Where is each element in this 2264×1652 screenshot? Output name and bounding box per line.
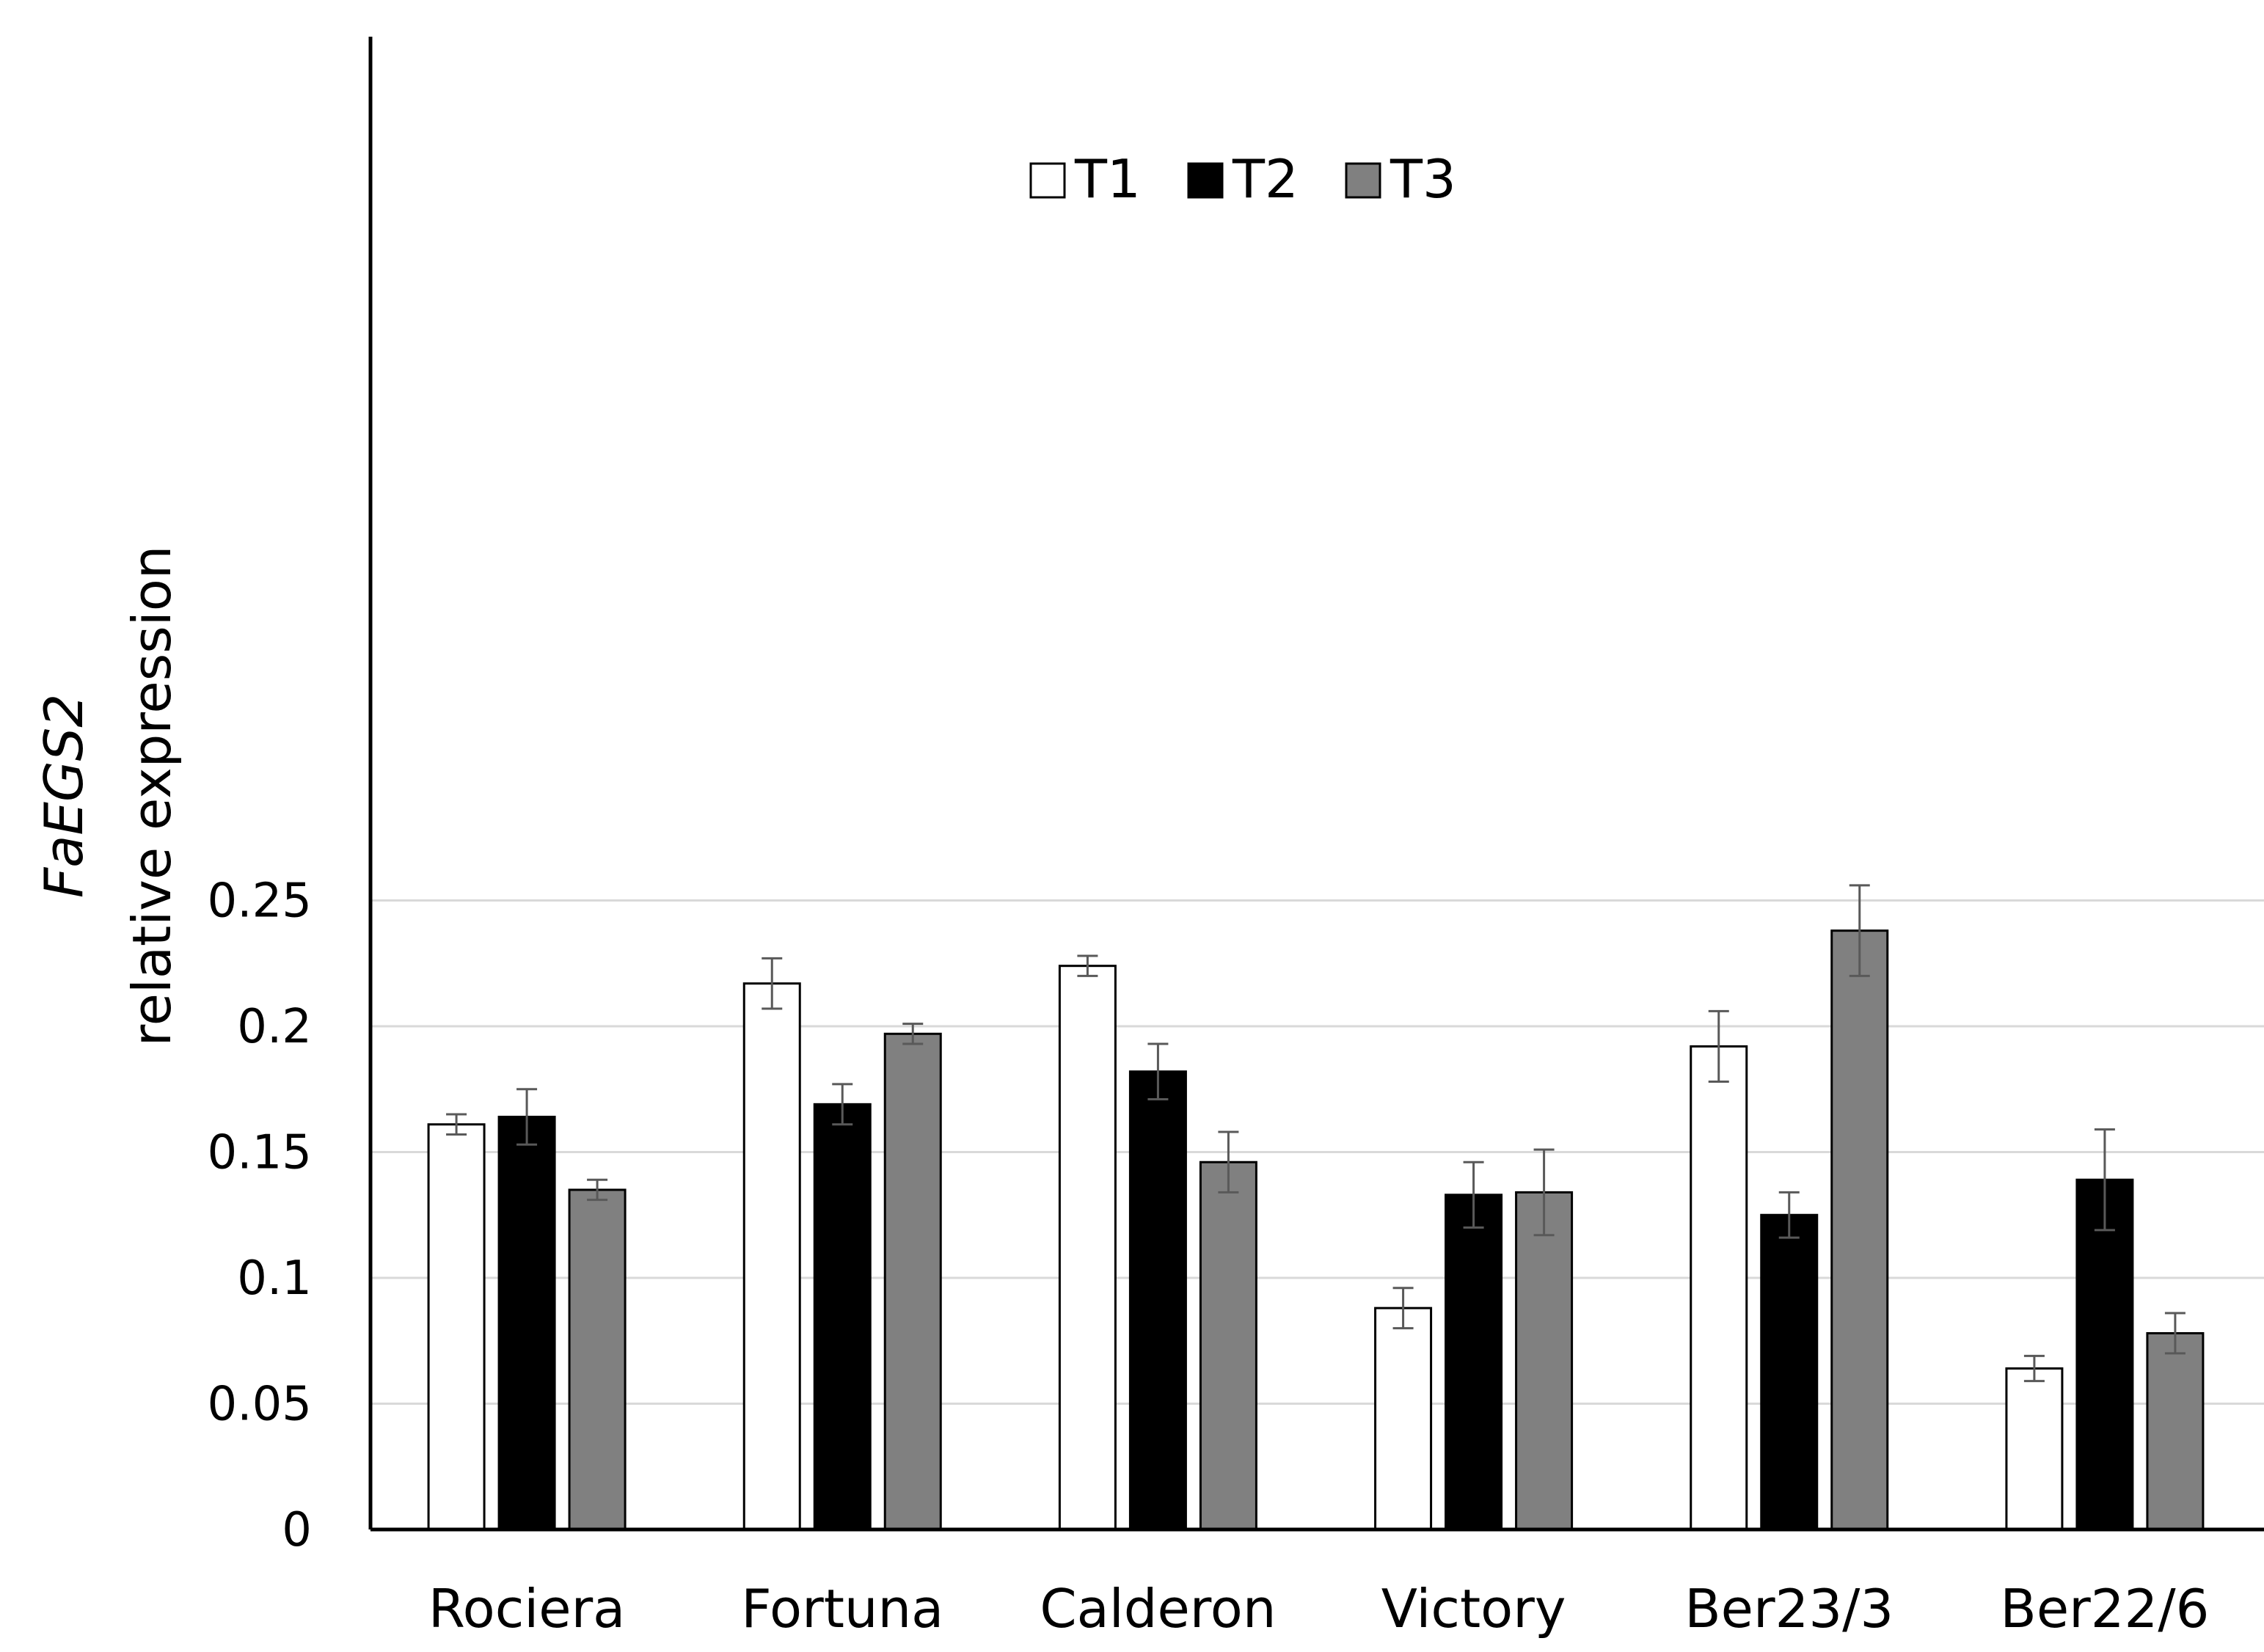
axes xyxy=(368,37,2264,1532)
bar-t2-3 xyxy=(1445,1194,1503,1531)
x-category-label: Victory xyxy=(1381,1578,1566,1640)
y-tick-label: 0.25 xyxy=(208,874,313,929)
bar-t3-3 xyxy=(1515,1191,1574,1531)
bar-t3-1 xyxy=(883,1032,942,1531)
x-category-label: Calderon xyxy=(1040,1578,1276,1640)
bar-t3-0 xyxy=(568,1188,627,1531)
bar-t2-5 xyxy=(2075,1178,2134,1531)
y-tick-label: 0 xyxy=(282,1503,312,1557)
legend-label-t2: T2 xyxy=(1232,148,1299,210)
y-tick-label: 0.05 xyxy=(208,1378,313,1432)
legend-swatch-t3 xyxy=(1345,162,1381,199)
bar-t3-4 xyxy=(1830,929,1889,1531)
legend: T1 T2 T3 xyxy=(1029,148,1456,210)
y-tick-label: 0.2 xyxy=(237,1000,312,1054)
grid-lines xyxy=(370,899,2264,1405)
y-tick-label: 0.1 xyxy=(237,1251,312,1306)
bar-t1-5 xyxy=(2005,1367,2064,1531)
y-axis-gene-label: FaEGS2 xyxy=(33,694,95,898)
y-tick-labels: 0 0.05 0.1 0.15 0.2 0.25 xyxy=(208,874,313,1558)
x-category-label: Fortuna xyxy=(741,1578,943,1640)
bar-t2-2 xyxy=(1128,1070,1187,1531)
bar-t1-2 xyxy=(1058,965,1117,1531)
bar-t2-0 xyxy=(497,1115,556,1531)
y-tick-label: 0.15 xyxy=(208,1126,313,1180)
error-bars xyxy=(446,884,2186,1383)
bar-t1-1 xyxy=(742,982,801,1531)
legend-swatch-t1 xyxy=(1029,162,1066,199)
bar-t1-0 xyxy=(427,1123,486,1531)
y-axis-label: relative expression xyxy=(121,546,183,1047)
bar-t2-4 xyxy=(1760,1213,1819,1531)
bar-t2-1 xyxy=(813,1103,872,1531)
x-category-label: Ber22/6 xyxy=(2000,1578,2209,1640)
legend-label-t3: T3 xyxy=(1390,148,1456,210)
x-category-label: Ber23/3 xyxy=(1684,1578,1894,1640)
bar-t3-2 xyxy=(1199,1161,1257,1531)
bar-t1-3 xyxy=(1374,1306,1433,1531)
bar-t1-4 xyxy=(1690,1045,1748,1531)
bars xyxy=(427,929,2205,1531)
x-category-label: Rociera xyxy=(428,1578,625,1640)
x-category-labels: Rociera Fortuna Calderon Victory Ber23/3 Ber2… xyxy=(428,1578,2210,1640)
bar-t3-5 xyxy=(2146,1331,2205,1531)
legend-swatch-t2 xyxy=(1187,162,1224,199)
legend-label-t1: T1 xyxy=(1074,148,1141,210)
